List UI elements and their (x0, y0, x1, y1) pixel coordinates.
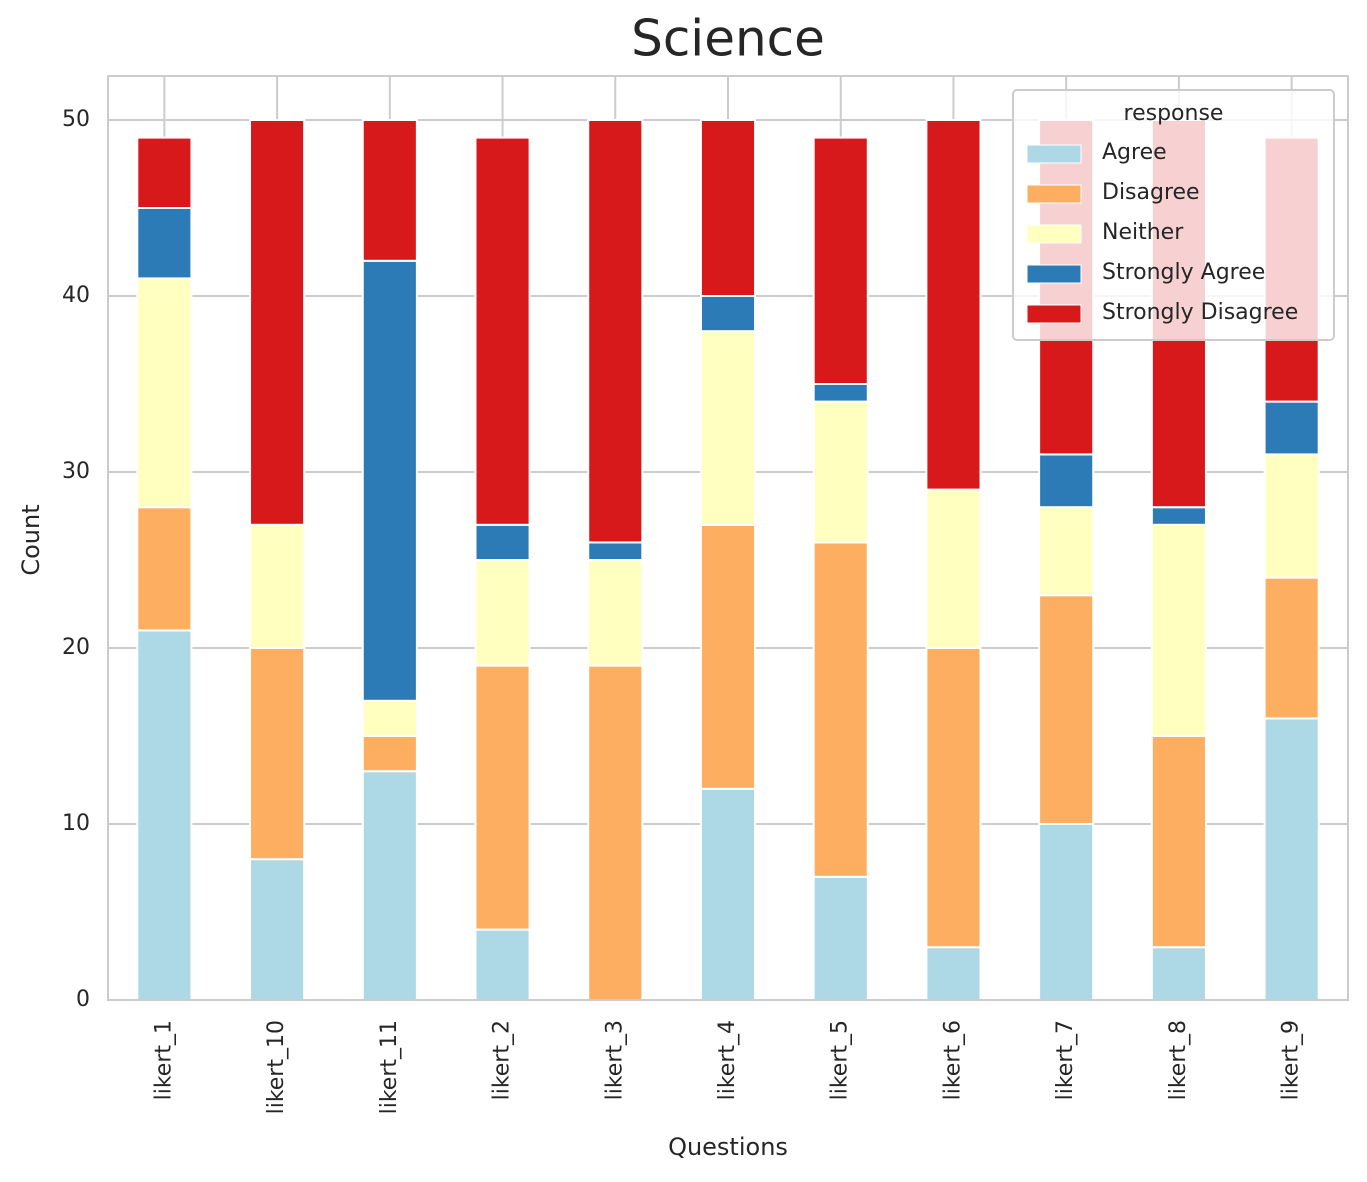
bar-segment (699, 119, 757, 297)
x-tick-label: likert_2 (490, 1020, 515, 1100)
bar-segment (812, 400, 869, 544)
bar-segment (1263, 717, 1320, 1002)
bar-segment (699, 295, 757, 333)
x-tick-label: likert_9 (1279, 1020, 1304, 1100)
legend-swatch (1026, 144, 1082, 164)
bar-segment (361, 770, 418, 1002)
bar-segment (361, 119, 418, 262)
bar-segment (361, 699, 418, 737)
y-axis-label: Count (17, 504, 45, 575)
bar-segment (474, 664, 531, 931)
bar-segment (812, 875, 869, 1001)
bar-segment (1038, 594, 1095, 826)
legend-box (1012, 89, 1335, 341)
legend-label: Neither (1102, 220, 1184, 245)
bar-segment (587, 541, 644, 562)
bar-segment (587, 664, 644, 1001)
bar-segment (136, 629, 193, 1002)
y-tick-label: 0 (76, 987, 90, 1012)
bar-segment (812, 136, 869, 385)
legend-swatch (1026, 304, 1082, 324)
x-tick-label: likert_10 (264, 1020, 289, 1114)
bar-segment (136, 277, 193, 509)
bar-segment (136, 506, 193, 632)
bar-segment (361, 259, 418, 702)
bar-segment (249, 523, 306, 649)
legend-label: Disagree (1102, 180, 1200, 205)
x-tick-label: likert_3 (602, 1020, 627, 1100)
bar-segment (1038, 453, 1095, 509)
bar-segment (1038, 506, 1095, 597)
bar-segment (925, 119, 982, 491)
bar-segment (925, 946, 982, 1002)
bar-segment (1263, 576, 1320, 720)
bar-segment (812, 541, 869, 878)
bar-segment (587, 559, 644, 667)
bar-segment (925, 488, 982, 649)
bar-segment (136, 207, 193, 280)
legend-label: Strongly Disagree (1102, 300, 1298, 325)
bar-segment (249, 119, 306, 526)
legend-swatch (1026, 224, 1082, 244)
bar-segment (587, 119, 644, 544)
y-tick-label: 40 (62, 283, 90, 308)
bar-segment (699, 523, 757, 790)
bar-segment (474, 136, 531, 526)
bar-segment (1150, 946, 1207, 1002)
bar-segment (1263, 453, 1320, 579)
plot-frame (107, 75, 1349, 1001)
x-tick-label: likert_4 (715, 1020, 740, 1100)
legend-label: Strongly Agree (1102, 260, 1265, 285)
x-tick-label: likert_8 (1166, 1020, 1191, 1100)
y-tick-label: 20 (62, 635, 90, 660)
bar-segment (474, 559, 531, 667)
chart-title: Science (631, 10, 825, 68)
x-tick-label: likert_1 (151, 1020, 176, 1100)
bar-segment (1150, 523, 1207, 737)
bar-segment (699, 330, 757, 526)
bar-segment (925, 647, 982, 949)
bar-segment (249, 858, 306, 1002)
x-tick-label: likert_5 (828, 1020, 853, 1100)
bar-segment (1150, 735, 1207, 949)
bar-segment (474, 523, 531, 561)
bar-segment (1038, 823, 1095, 1001)
y-tick-label: 10 (62, 811, 90, 836)
legend-label: Agree (1102, 140, 1167, 165)
x-axis-label: Questions (668, 1133, 788, 1161)
x-tick-label: likert_6 (940, 1020, 965, 1100)
bar-segment (249, 647, 306, 861)
legend-title: response (1124, 101, 1224, 126)
bar-segment (361, 735, 418, 773)
y-tick-label: 50 (62, 107, 90, 132)
bar-segment (1263, 400, 1320, 456)
bar-segment (1150, 506, 1207, 526)
legend-swatch (1026, 184, 1082, 204)
bar-segment (474, 928, 531, 1001)
bar-segment (812, 383, 869, 403)
bar-segment (136, 136, 193, 210)
y-tick-label: 30 (62, 459, 90, 484)
bar-segment (699, 787, 757, 1001)
x-tick-label: likert_11 (377, 1020, 402, 1114)
legend-swatch (1026, 264, 1082, 284)
x-tick-label: likert_7 (1053, 1020, 1078, 1100)
